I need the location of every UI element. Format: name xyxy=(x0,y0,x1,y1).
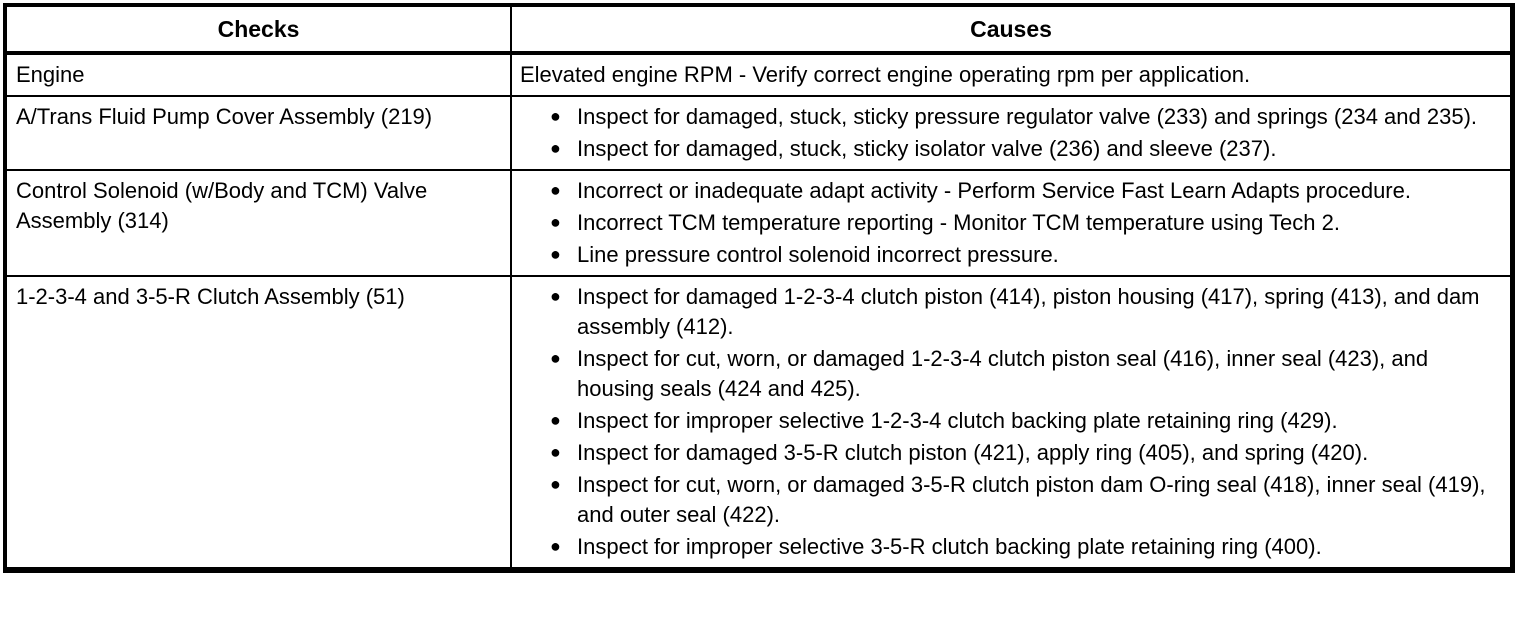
cause-text: Inspect for damaged, stuck, sticky press… xyxy=(577,104,1478,129)
check-cell: 1-2-3-4 and 3-5-R Clutch Assembly (51) xyxy=(4,275,512,571)
cause-text: Inspect for improper selective 3-5-R clu… xyxy=(577,534,1322,559)
cause-item: ● Inspect for cut, worn, or damaged 3-5-R… xyxy=(550,470,1500,530)
bullet-icon: ● xyxy=(550,474,561,494)
column-header-checks: Checks xyxy=(4,4,512,55)
cause-text: Inspect for improper selective 1-2-3-4 c… xyxy=(577,408,1338,433)
cause-item: ● Line pressure control solenoid incorrec… xyxy=(550,240,1500,270)
cause-text: Incorrect TCM temperature reporting - Mo… xyxy=(577,210,1340,235)
bullet-icon: ● xyxy=(550,106,561,126)
causes-cell: ● Inspect for damaged 1-2-3-4 clutch pist… xyxy=(510,275,1514,571)
cause-item: ● Inspect for damaged, stuck, sticky pres… xyxy=(550,102,1500,132)
causes-cell: Elevated engine RPM - Verify correct eng… xyxy=(510,52,1514,97)
cause-item: ● Inspect for cut, worn, or damaged 1-2-3… xyxy=(550,344,1500,404)
header-row: Checks Causes xyxy=(4,4,1514,55)
check-label: A/Trans Fluid Pump Cover Assembly (219) xyxy=(16,104,433,129)
cause-item: ● Incorrect or inadequate adapt activity … xyxy=(550,176,1500,206)
check-label: Engine xyxy=(16,62,85,87)
bullet-icon: ● xyxy=(550,536,561,556)
cause-text: Incorrect or inadequate adapt activity -… xyxy=(577,178,1411,203)
check-label: Control Solenoid (w/Body and TCM) Valve … xyxy=(16,178,428,233)
bullet-icon: ● xyxy=(550,244,561,264)
cause-item: ● Inspect for damaged, stuck, sticky isol… xyxy=(550,134,1500,164)
bullet-icon: ● xyxy=(550,348,561,368)
table-row: Engine Elevated engine RPM - Verify corre… xyxy=(4,52,1514,97)
check-label: 1-2-3-4 and 3-5-R Clutch Assembly (51) xyxy=(16,284,405,309)
bullet-icon: ● xyxy=(550,410,561,430)
cause-text: Inspect for damaged 3-5-R clutch piston … xyxy=(577,440,1369,465)
cause-item: ● Inspect for damaged 3-5-R clutch piston… xyxy=(550,438,1500,468)
table-row: Control Solenoid (w/Body and TCM) Valve … xyxy=(4,169,1514,277)
check-cell: Control Solenoid (w/Body and TCM) Valve … xyxy=(4,169,512,277)
bullet-icon: ● xyxy=(550,442,561,462)
causes-list: ● Incorrect or inadequate adapt activity … xyxy=(520,176,1500,270)
bullet-icon: ● xyxy=(550,286,561,306)
bullet-icon: ● xyxy=(550,180,561,200)
table-body: Engine Elevated engine RPM - Verify corre… xyxy=(4,52,1514,571)
cause-text: Inspect for cut, worn, or damaged 1-2-3-… xyxy=(577,346,1429,401)
table-row: 1-2-3-4 and 3-5-R Clutch Assembly (51) ● I… xyxy=(4,275,1514,571)
cause-item: ● Inspect for improper selective 3-5-R cl… xyxy=(550,532,1500,562)
bullet-icon: ● xyxy=(550,138,561,158)
column-header-causes: Causes xyxy=(510,4,1514,55)
cause-text: Inspect for cut, worn, or damaged 3-5-R … xyxy=(577,472,1486,527)
cause-item: ● Inspect for improper selective 1-2-3-4 … xyxy=(550,406,1500,436)
cause-item: ● Incorrect TCM temperature reporting - M… xyxy=(550,208,1500,238)
cause-text: Inspect for damaged 1-2-3-4 clutch pisto… xyxy=(577,284,1480,339)
bullet-icon: ● xyxy=(550,212,561,232)
check-cell: Engine xyxy=(4,52,512,97)
cause-text: Elevated engine RPM - Verify correct eng… xyxy=(520,62,1251,87)
check-cell: A/Trans Fluid Pump Cover Assembly (219) xyxy=(4,95,512,171)
checks-causes-table: Checks Causes Engine Elevated engine RPM … xyxy=(3,3,1515,573)
causes-list: ● Inspect for damaged 1-2-3-4 clutch pist… xyxy=(520,282,1500,562)
table-row: A/Trans Fluid Pump Cover Assembly (219) ●… xyxy=(4,95,1514,171)
cause-text: Line pressure control solenoid incorrect… xyxy=(577,242,1059,267)
cause-text: Inspect for damaged, stuck, sticky isola… xyxy=(577,136,1277,161)
cause-item: ● Inspect for damaged 1-2-3-4 clutch pist… xyxy=(550,282,1500,342)
causes-list: ● Inspect for damaged, stuck, sticky pres… xyxy=(520,102,1500,164)
causes-cell: ● Incorrect or inadequate adapt activity … xyxy=(510,169,1514,277)
causes-cell: ● Inspect for damaged, stuck, sticky pres… xyxy=(510,95,1514,171)
